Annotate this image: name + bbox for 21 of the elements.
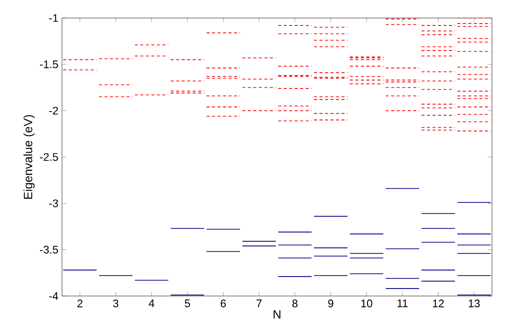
x-tick-label: 6 xyxy=(220,300,226,308)
x-axis-title: N xyxy=(274,310,280,318)
x-tick-label: 13 xyxy=(468,300,480,308)
y-tick-label: -3.5 xyxy=(40,246,58,254)
x-tick-label: 11 xyxy=(398,300,408,308)
x-tick-label: 12 xyxy=(432,300,444,308)
y-tick-label: -3 xyxy=(49,199,58,208)
y-tick-label: -2.5 xyxy=(40,153,58,161)
y-tick-label: -2 xyxy=(49,106,58,115)
x-tick-label: 5 xyxy=(184,300,190,308)
y-tick-label: -1 xyxy=(49,14,58,22)
y-tick-label: -4 xyxy=(49,292,58,300)
x-tick-label: 3 xyxy=(113,300,118,308)
x-tick-label: 4 xyxy=(148,300,154,308)
x-tick-label: 9 xyxy=(328,300,334,308)
x-tick-label: 8 xyxy=(292,300,298,308)
x-tick-label: 10 xyxy=(361,300,372,308)
x-tick-label: 2 xyxy=(77,300,82,308)
y-tick-label: -1.5 xyxy=(40,60,58,68)
x-tick-label: 7 xyxy=(256,300,262,308)
y-axis-title: Eigenvalue (eV) xyxy=(23,115,35,199)
